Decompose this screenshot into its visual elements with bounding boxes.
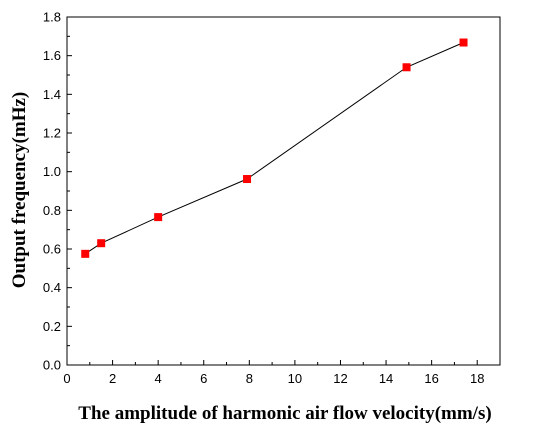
x-tick-label: 6 xyxy=(200,371,207,386)
y-axis-title: Output frequency(mHz) xyxy=(9,92,30,289)
y-tick-label: 1.4 xyxy=(43,87,61,102)
y-tick-label: 1.8 xyxy=(43,10,61,25)
y-tick-label: 0.0 xyxy=(43,358,61,373)
series-group xyxy=(81,38,468,258)
x-axis-title: The amplitude of harmonic air flow veloc… xyxy=(78,403,491,424)
y-tick-label: 0.8 xyxy=(43,203,61,218)
y-tick-label: 1.6 xyxy=(43,48,61,63)
y-tick-label: 0.4 xyxy=(43,280,61,295)
data-point xyxy=(97,239,106,248)
x-tick-label: 10 xyxy=(288,371,302,386)
y-tick-label: 1.0 xyxy=(43,164,61,179)
x-tick-label: 14 xyxy=(379,371,393,386)
data-point xyxy=(81,249,90,258)
data-point xyxy=(154,213,163,222)
plot-frame xyxy=(66,16,501,366)
x-tick-label: 4 xyxy=(155,371,162,386)
x-tick-label: 8 xyxy=(246,371,253,386)
axes xyxy=(66,16,501,366)
x-tick-label: 18 xyxy=(470,371,484,386)
series-line xyxy=(84,42,464,255)
y-tick-label: 1.2 xyxy=(43,126,61,141)
x-tick-label: 12 xyxy=(333,371,347,386)
x-tick-label: 0 xyxy=(63,371,70,386)
y-tick-label: 0.6 xyxy=(43,242,61,257)
data-point xyxy=(459,38,468,47)
y-axis-ticks: 0.0 0.2 0.4 0.6 0.8 1.0 1.2 1.4 1.6 1.8 xyxy=(43,10,72,373)
y-tick-label: 0.2 xyxy=(43,319,61,334)
x-axis-ticks: 0 2 4 6 8 10 12 14 16 18 xyxy=(63,360,484,386)
data-point xyxy=(243,175,252,184)
x-tick-label: 2 xyxy=(109,371,116,386)
x-tick-label: 16 xyxy=(424,371,438,386)
data-point xyxy=(402,63,411,72)
